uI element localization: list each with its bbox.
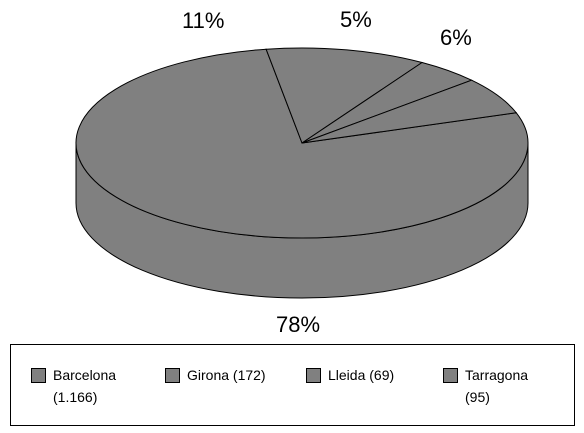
pie-slice-girona <box>265 47 424 144</box>
legend-label: Lleida (69) <box>328 367 395 383</box>
legend-label: Barcelona (1.166) <box>53 367 117 405</box>
legend-label: Tarragona (95) <box>465 367 529 405</box>
legend-swatch <box>443 368 458 383</box>
percent-label-girona: 11% <box>182 8 224 33</box>
pie-slice-barcelona <box>75 48 529 239</box>
pie-body <box>75 47 529 299</box>
pie-slice-tarragona <box>301 79 518 144</box>
legend-item-girona: Girona (172) <box>165 367 266 386</box>
legend-item-barcelona: Barcelona (1.166) <box>31 367 116 408</box>
chart-legend: Barcelona (1.166) Girona (172) Lleida (6… <box>10 344 575 426</box>
legend-item-tarragona: Tarragona (95) <box>443 367 528 408</box>
pie-chart: 78% 11% 5% 6% <box>75 7 529 337</box>
legend-item-lleida: Lleida (69) <box>306 367 394 386</box>
legend-swatch <box>306 368 321 383</box>
percent-label-lleida: 5% <box>340 7 372 32</box>
percent-label-barcelona: 78% <box>276 312 320 337</box>
legend-label: Girona (172) <box>187 367 266 383</box>
percent-label-tarragona: 6% <box>440 25 472 50</box>
legend-swatch <box>165 368 180 383</box>
legend-swatch <box>31 368 46 383</box>
